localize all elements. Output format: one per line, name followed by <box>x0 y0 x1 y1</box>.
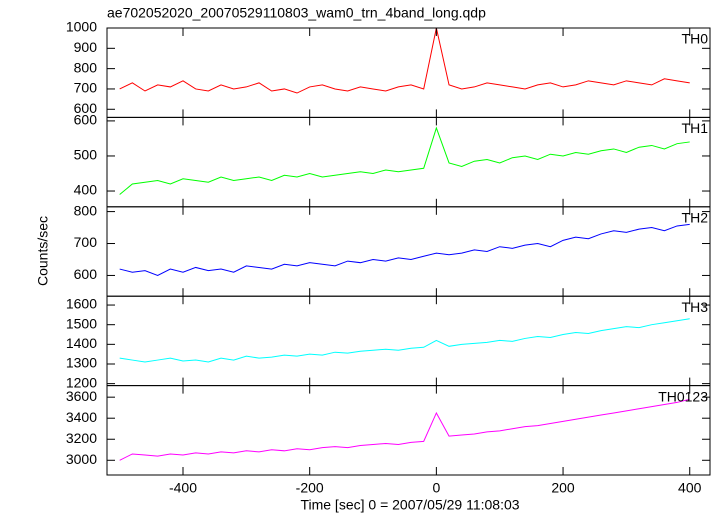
x-axis-label: Time [sec] 0 = 2007/05/29 11:08:03 <box>300 497 519 513</box>
y-tick-label: 1400 <box>66 335 97 351</box>
y-tick-label: 1500 <box>66 315 97 331</box>
panel-frame <box>106 206 711 297</box>
x-tick-label: 400 <box>678 480 702 496</box>
x-tick-label: 200 <box>551 480 575 496</box>
y-tick-label: 700 <box>74 234 98 250</box>
y-tick-label: 700 <box>74 80 98 96</box>
x-tick-label: -400 <box>169 480 197 496</box>
y-tick-label: 3600 <box>66 388 97 404</box>
y-tick-label: 800 <box>74 59 98 75</box>
x-tick-label: -200 <box>296 480 324 496</box>
series-label: TH3 <box>682 299 709 315</box>
panel-frame <box>106 385 711 476</box>
panel-frame <box>106 295 711 387</box>
series-label: TH0123 <box>658 388 708 404</box>
y-tick-label: 3400 <box>66 409 97 425</box>
chart-title: ae702052020_20070529110803_wam0_trn_4ban… <box>107 5 486 21</box>
panel-frame <box>106 27 711 118</box>
series-label: TH1 <box>682 120 709 136</box>
x-tick-label: 0 <box>432 480 440 496</box>
data-line <box>119 398 690 461</box>
y-tick-label: 1000 <box>66 19 97 35</box>
y-tick-label: 400 <box>74 182 98 198</box>
panel-frame <box>106 116 711 208</box>
y-tick-label: 600 <box>74 266 98 282</box>
y-tick-label: 800 <box>74 202 98 218</box>
y-tick-label: 1300 <box>66 355 97 371</box>
y-tick-label: 900 <box>74 39 98 55</box>
series-label: TH2 <box>682 210 709 226</box>
data-line <box>119 223 690 276</box>
y-tick-label: 3000 <box>66 451 97 467</box>
y-tick-label: 600 <box>74 100 98 116</box>
data-line <box>119 126 690 195</box>
y-tick-label: 3200 <box>66 430 97 446</box>
y-tick-label: 1600 <box>66 296 97 312</box>
series-label: TH0 <box>682 31 709 47</box>
y-tick-label: 500 <box>74 147 98 163</box>
y-tick-label: 600 <box>74 112 98 128</box>
y-tick-label: 1200 <box>66 374 97 390</box>
y-axis-label: Counts/sec <box>35 216 51 286</box>
data-line <box>119 318 690 363</box>
data-line <box>119 27 690 94</box>
